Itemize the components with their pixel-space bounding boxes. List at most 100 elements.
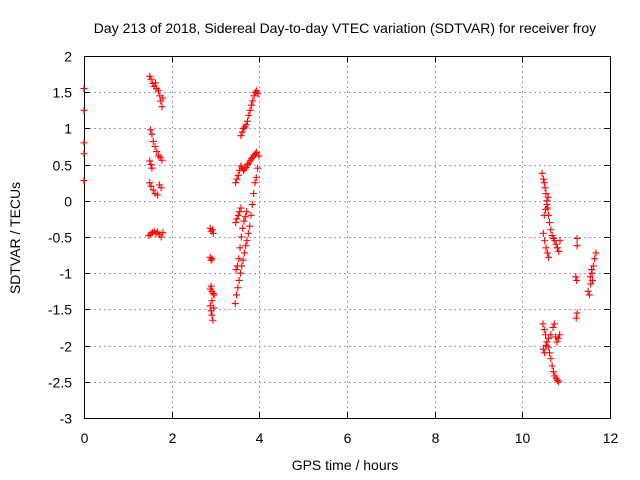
data-point — [253, 87, 261, 95]
data-point — [253, 148, 261, 156]
data-point — [158, 103, 166, 111]
data-point — [208, 297, 216, 305]
y-tick-labels: -3 -2.5 -2 -1.5 -1 -0.5 0 0.5 1 1.5 2 — [48, 49, 72, 427]
data-point — [147, 230, 155, 238]
y-tick-label: 1 — [64, 121, 72, 137]
data-point — [155, 87, 163, 95]
data-point — [80, 139, 88, 147]
data-point — [157, 233, 165, 241]
data-point — [250, 92, 258, 100]
data-point — [539, 320, 547, 328]
data-point — [247, 101, 255, 109]
x-tick-label: 6 — [344, 430, 352, 446]
data-point — [236, 269, 244, 277]
y-tick-label: -3 — [60, 411, 73, 427]
data-point — [548, 232, 556, 240]
data-point — [156, 153, 164, 161]
data-point — [237, 233, 245, 241]
data-point — [542, 205, 550, 213]
data-point — [588, 266, 596, 274]
data-point — [153, 148, 161, 156]
y-tick-label: -2.5 — [48, 375, 72, 391]
data-point — [146, 72, 154, 80]
data-point — [538, 169, 546, 177]
data-point — [155, 152, 163, 160]
data-point — [241, 213, 249, 221]
data-point — [549, 368, 557, 376]
data-point — [573, 309, 581, 317]
data-point — [541, 349, 549, 357]
data-point — [592, 249, 600, 257]
data-point — [233, 262, 241, 270]
data-point — [148, 130, 156, 138]
data-point — [237, 204, 245, 212]
data-point — [544, 193, 552, 201]
data-point — [573, 242, 581, 250]
data-point — [584, 287, 592, 295]
data-point — [239, 256, 247, 264]
data-point — [543, 200, 551, 208]
data-point — [210, 291, 218, 299]
data-point — [157, 184, 165, 192]
data-point — [209, 316, 217, 324]
data-point — [151, 143, 159, 150]
data-point — [549, 324, 557, 331]
data-point — [147, 126, 155, 134]
x-tick-label: 12 — [603, 430, 619, 446]
data-point — [240, 124, 248, 132]
data-point — [239, 224, 247, 232]
data-point — [241, 165, 249, 173]
data-point — [80, 150, 88, 158]
data-point — [238, 128, 246, 136]
data-points — [80, 72, 600, 386]
data-point — [235, 276, 243, 284]
data-point — [546, 219, 554, 227]
y-tick-label: 2 — [64, 49, 72, 65]
data-point — [235, 255, 243, 263]
data-point — [148, 164, 156, 172]
y-tick-label: -2 — [60, 339, 73, 355]
data-point — [242, 242, 250, 250]
data-point — [554, 334, 562, 342]
data-point — [587, 280, 595, 288]
data-point — [206, 302, 214, 310]
data-point — [245, 111, 253, 119]
data-point — [148, 229, 156, 237]
data-point — [542, 244, 550, 252]
data-point — [154, 228, 162, 236]
data-point — [541, 184, 549, 192]
grid — [84, 56, 610, 418]
data-point — [539, 175, 547, 183]
data-point — [210, 304, 218, 312]
data-point — [589, 262, 597, 270]
chart-title: Day 213 of 2018, Sidereal Day-to-day VTE… — [94, 20, 596, 36]
x-tick-label: 2 — [169, 430, 177, 446]
data-point — [209, 229, 217, 237]
data-point — [248, 200, 256, 208]
data-point — [208, 311, 216, 319]
data-point — [208, 255, 216, 263]
data-point — [556, 331, 564, 339]
x-axis-label: GPS time / hours — [292, 457, 399, 473]
data-point — [207, 256, 215, 264]
data-point — [80, 85, 88, 93]
y-tick-label: 0 — [64, 194, 72, 210]
data-point — [247, 155, 255, 163]
data-point — [234, 171, 242, 179]
data-point — [555, 378, 563, 386]
data-point — [232, 179, 240, 187]
data-point — [233, 291, 241, 299]
data-point — [149, 137, 157, 145]
data-point — [147, 161, 155, 169]
data-point — [243, 161, 251, 169]
y-tick-label: 0.5 — [53, 158, 73, 174]
data-point — [232, 266, 240, 274]
axis-ticks — [84, 56, 611, 419]
data-point — [246, 222, 254, 230]
data-point — [247, 211, 255, 219]
data-point — [159, 94, 167, 102]
data-point — [252, 174, 260, 182]
data-point — [588, 276, 596, 284]
data-point — [242, 163, 250, 171]
